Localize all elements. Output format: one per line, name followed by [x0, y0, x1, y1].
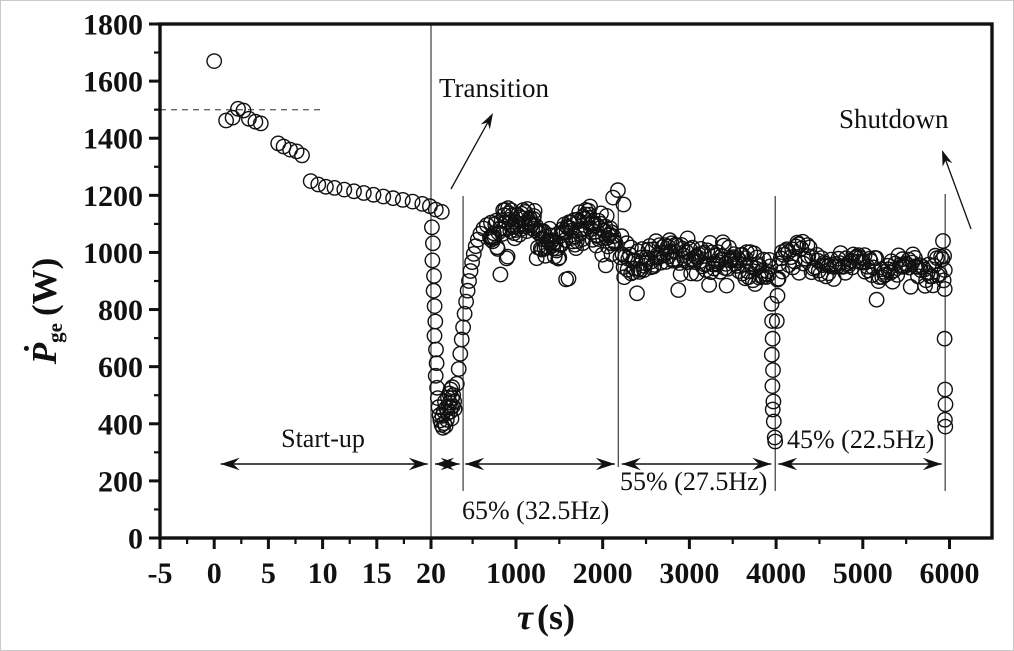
phase-span-arrows	[220, 457, 942, 471]
startup-phase-label: Start-up	[281, 424, 365, 453]
svg-text:800: 800	[98, 294, 143, 327]
svg-text:20: 20	[416, 557, 446, 590]
svg-text:2000: 2000	[573, 557, 633, 590]
plot-frame	[158, 22, 994, 540]
x-axis-title: τ (s)	[517, 599, 575, 635]
svg-text:5000: 5000	[833, 557, 893, 590]
svg-text:1400: 1400	[83, 123, 143, 156]
transition-label: Transition	[439, 73, 550, 103]
svg-text:15: 15	[362, 557, 392, 590]
svg-text:6000: 6000	[920, 557, 980, 590]
y-axis-ticks: 0 200 400 600 800 1000 1200 1400 1600 1800	[83, 9, 160, 556]
shutdown-label: Shutdown	[839, 104, 949, 134]
svg-text:1600: 1600	[83, 66, 143, 99]
svg-text:4000: 4000	[746, 557, 806, 590]
y-axis-subscript: ge	[42, 323, 67, 343]
y-axis-symbol: P ·	[8, 342, 64, 365]
svg-text:5: 5	[261, 557, 276, 590]
svg-text:200: 200	[98, 465, 143, 498]
svg-text:1000: 1000	[83, 237, 143, 270]
phase-label-55pct: 55% (27.5Hz)	[620, 467, 768, 496]
svg-text:1200: 1200	[83, 180, 143, 213]
annotation-arrows	[450, 113, 972, 230]
svg-text:-5: -5	[148, 557, 173, 590]
y-axis-unit: (W)	[25, 257, 64, 317]
scatter-points	[206, 53, 954, 450]
x-axis-ticks: -5 0 5 10 15 20 1000 2000 3000 4000 5000 6000	[148, 538, 980, 590]
svg-text:400: 400	[98, 408, 143, 441]
svg-text:600: 600	[98, 351, 143, 384]
y-axis-title: P · ge (W)	[8, 161, 69, 461]
phase-label-45pct: 45% (22.5Hz)	[787, 425, 935, 454]
svg-text:1000: 1000	[486, 557, 546, 590]
svg-text:0: 0	[207, 557, 222, 590]
svg-text:10: 10	[308, 557, 338, 590]
svg-text:0: 0	[128, 523, 143, 556]
x-axis-symbol: τ	[517, 597, 533, 637]
svg-text:1800: 1800	[83, 9, 143, 42]
x-axis-unit: (s)	[536, 597, 575, 637]
svg-text:3000: 3000	[659, 557, 719, 590]
phase-label-65pct: 65% (32.5Hz)	[462, 496, 610, 525]
dot-over-p: ·	[8, 343, 44, 354]
